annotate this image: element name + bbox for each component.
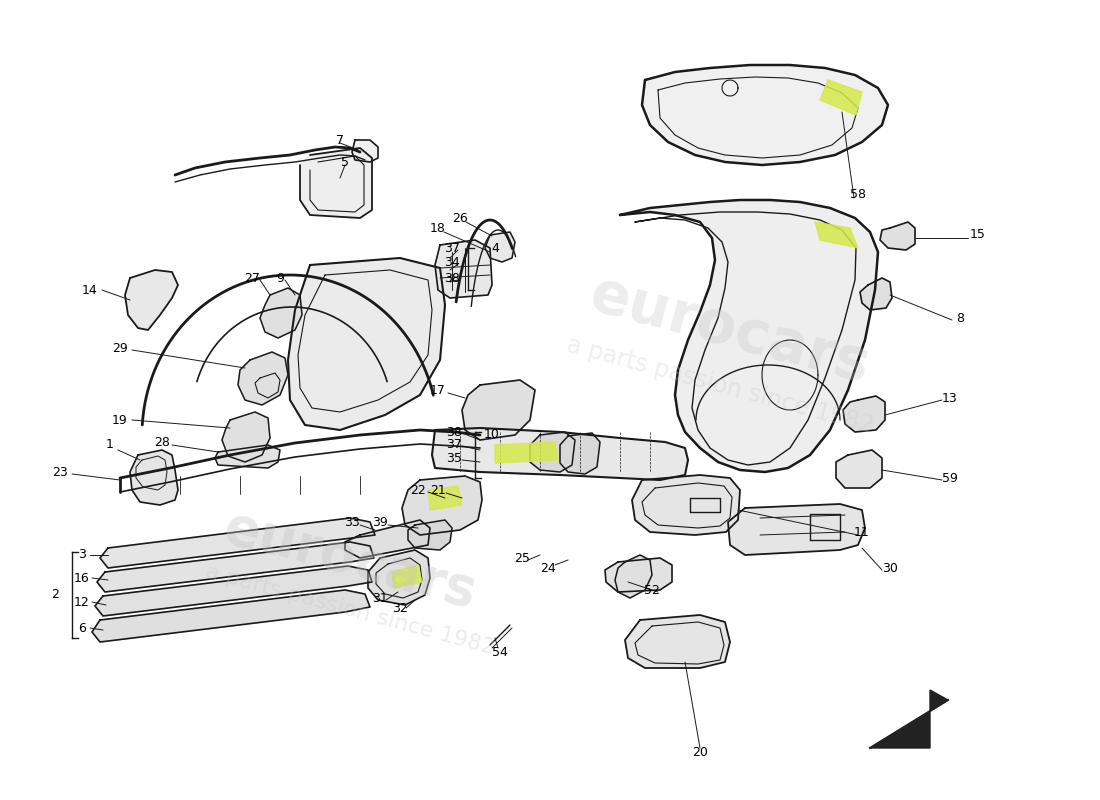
Text: 34: 34	[444, 255, 460, 269]
Text: 38: 38	[447, 426, 462, 438]
Polygon shape	[352, 140, 378, 162]
Polygon shape	[238, 352, 288, 405]
Polygon shape	[130, 450, 178, 505]
Text: 9: 9	[276, 271, 284, 285]
Polygon shape	[625, 615, 730, 668]
Text: 12: 12	[74, 595, 90, 609]
Polygon shape	[836, 450, 882, 488]
Polygon shape	[632, 475, 740, 535]
Polygon shape	[125, 270, 178, 330]
Text: 58: 58	[850, 189, 866, 202]
Text: a parts passion since 1982: a parts passion since 1982	[204, 562, 497, 658]
Polygon shape	[728, 504, 865, 555]
Polygon shape	[222, 412, 270, 462]
Text: 29: 29	[112, 342, 128, 354]
Text: 6: 6	[78, 622, 86, 634]
Polygon shape	[432, 428, 688, 480]
Text: 33: 33	[344, 515, 360, 529]
Text: 14: 14	[82, 283, 98, 297]
Polygon shape	[434, 240, 492, 298]
Polygon shape	[843, 396, 886, 432]
Text: 7: 7	[336, 134, 344, 146]
Polygon shape	[615, 555, 652, 598]
Text: 32: 32	[392, 602, 408, 614]
Text: 37: 37	[447, 438, 462, 451]
Text: 18: 18	[430, 222, 446, 234]
Polygon shape	[260, 288, 302, 338]
Text: 30: 30	[882, 562, 898, 574]
Polygon shape	[495, 442, 558, 463]
Text: 24: 24	[540, 562, 556, 574]
Polygon shape	[815, 222, 858, 248]
Polygon shape	[880, 222, 915, 250]
Text: 19: 19	[112, 414, 128, 426]
Text: 54: 54	[492, 646, 508, 658]
Text: 10: 10	[484, 429, 499, 442]
Text: 31: 31	[372, 591, 388, 605]
Text: eurocars: eurocars	[218, 502, 482, 618]
Text: 25: 25	[514, 551, 530, 565]
Polygon shape	[402, 476, 482, 535]
Polygon shape	[530, 432, 575, 472]
Polygon shape	[345, 520, 430, 558]
Text: 27: 27	[244, 271, 260, 285]
Polygon shape	[92, 590, 370, 642]
Text: 26: 26	[452, 211, 468, 225]
Text: 20: 20	[692, 746, 708, 758]
Text: 13: 13	[942, 391, 958, 405]
Polygon shape	[300, 148, 372, 218]
Text: 23: 23	[52, 466, 68, 478]
Polygon shape	[288, 258, 446, 430]
Text: 59: 59	[942, 471, 958, 485]
Text: 21: 21	[430, 483, 446, 497]
Text: 28: 28	[154, 435, 169, 449]
Polygon shape	[428, 486, 462, 510]
Polygon shape	[368, 550, 430, 605]
Polygon shape	[462, 380, 535, 440]
Text: a parts passion since 1982: a parts passion since 1982	[564, 333, 876, 438]
Text: 8: 8	[956, 311, 964, 325]
Polygon shape	[605, 558, 672, 592]
Text: eurocars: eurocars	[584, 266, 877, 394]
Polygon shape	[642, 65, 888, 165]
Text: 11: 11	[854, 526, 870, 538]
Text: 52: 52	[645, 583, 660, 597]
Text: 37: 37	[444, 242, 460, 254]
Text: 4: 4	[491, 242, 499, 254]
Polygon shape	[214, 445, 280, 468]
Polygon shape	[560, 433, 600, 474]
Text: 39: 39	[372, 515, 388, 529]
Polygon shape	[870, 690, 948, 748]
Polygon shape	[820, 80, 862, 115]
Polygon shape	[392, 565, 422, 588]
Text: 38: 38	[444, 271, 460, 285]
Text: 17: 17	[430, 383, 446, 397]
Polygon shape	[97, 542, 374, 592]
Polygon shape	[860, 278, 892, 310]
Text: 5: 5	[341, 155, 349, 169]
Text: 16: 16	[74, 571, 90, 585]
Text: 3: 3	[78, 549, 86, 562]
Polygon shape	[485, 232, 515, 262]
Polygon shape	[620, 200, 878, 472]
Polygon shape	[100, 518, 375, 568]
Text: 1: 1	[106, 438, 114, 451]
Text: 22: 22	[410, 483, 426, 497]
Polygon shape	[408, 520, 452, 550]
Polygon shape	[95, 566, 372, 616]
Text: 2: 2	[51, 589, 59, 602]
Text: 15: 15	[970, 229, 986, 242]
Text: 35: 35	[447, 451, 462, 465]
